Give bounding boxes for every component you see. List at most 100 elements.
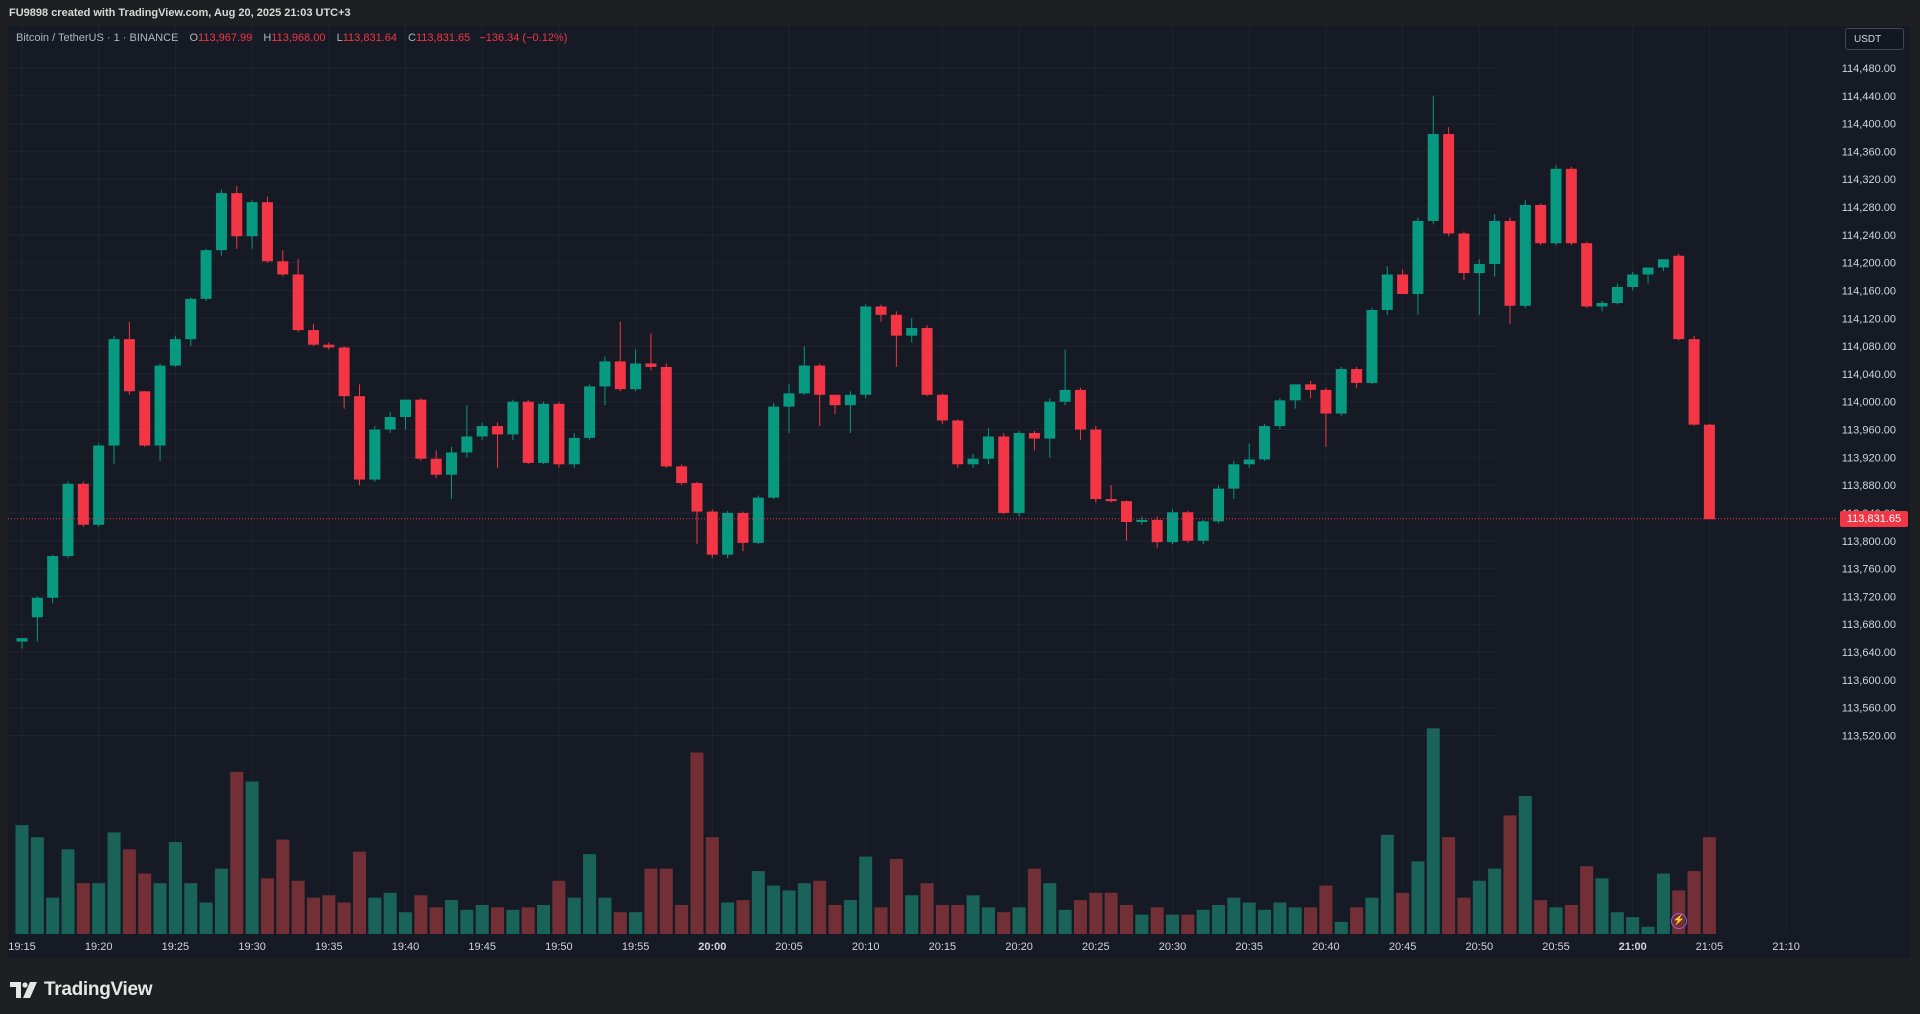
volume-bar — [260, 878, 274, 934]
volume-bar — [153, 883, 167, 934]
candle-body — [1473, 264, 1485, 274]
candle-body — [1596, 302, 1608, 307]
candle-body — [430, 458, 442, 475]
x-tick-label: 20:25 — [1082, 941, 1110, 953]
candle-body — [1182, 512, 1194, 541]
candle-body — [1090, 429, 1102, 500]
candle-body — [507, 401, 519, 435]
symbol-title[interactable]: Bitcoin / TetherUS · 1 · BINANCE — [16, 32, 179, 44]
candle-body — [599, 361, 611, 387]
candle-body — [169, 339, 181, 366]
volume-bar — [1043, 883, 1057, 934]
lightning-icon[interactable]: ⚡ — [1671, 913, 1687, 929]
x-tick-label: 19:55 — [622, 941, 650, 953]
candle-body — [1259, 426, 1271, 460]
volume-bar — [1656, 873, 1670, 934]
candle-body — [691, 483, 703, 512]
candle-body — [231, 193, 243, 237]
candle-body — [108, 339, 120, 446]
candle-body — [1059, 389, 1071, 402]
volume-bar — [537, 904, 551, 934]
x-tick-label: 21:10 — [1772, 941, 1800, 953]
volume-bar — [429, 907, 443, 934]
volume-bar — [1350, 907, 1364, 934]
candle-body — [660, 366, 672, 467]
volume-bar — [1166, 914, 1179, 934]
candle-body — [1673, 255, 1685, 340]
x-tick-label: 19:30 — [238, 941, 266, 953]
y-tick-label: 113,800.00 — [1842, 536, 1896, 548]
volume-bar — [1181, 914, 1195, 934]
candle-body — [1044, 401, 1056, 439]
volume-bar — [859, 856, 873, 934]
volume-bar — [583, 854, 597, 934]
candle-body — [415, 399, 427, 459]
candle-body — [1136, 519, 1148, 522]
candle-body — [1443, 134, 1455, 234]
volume-bar — [383, 892, 397, 934]
volume-bar — [276, 839, 290, 934]
volume-bar — [1104, 892, 1118, 934]
candle-body — [1397, 274, 1409, 294]
volume-bar — [491, 907, 505, 934]
volume-bar — [1626, 917, 1640, 934]
candle-body — [921, 328, 933, 395]
volume-bar — [1273, 902, 1287, 934]
candle-body — [614, 361, 626, 390]
candle-body — [139, 391, 151, 446]
close-value: 113,831.65 — [416, 32, 471, 44]
candle-body — [1289, 384, 1301, 401]
volume-bar — [107, 832, 121, 934]
chart-panel[interactable]: 114,480.00 114,440.00 114,400.00 114,360.00… — [8, 26, 1910, 958]
volume-bar — [352, 851, 366, 934]
x-tick-label: 19:50 — [545, 941, 573, 953]
volume-bar — [414, 895, 428, 934]
volume-bar — [613, 912, 627, 934]
volume-bar — [306, 897, 320, 934]
candle-body — [292, 274, 304, 331]
volume-bar — [598, 897, 612, 934]
currency-selector[interactable]: USDT — [1845, 28, 1904, 50]
candle-body — [1320, 389, 1332, 414]
candle-body — [62, 483, 74, 557]
volume-bar — [1150, 907, 1164, 934]
volume-bar — [567, 897, 581, 934]
x-tick-label: 19:40 — [392, 941, 420, 953]
candle-body — [185, 298, 197, 340]
y-tick-label: 113,680.00 — [1842, 619, 1896, 631]
x-tick-label: 20:15 — [929, 941, 957, 953]
candle-body — [783, 393, 795, 407]
price-chart[interactable]: 114,480.00 114,440.00 114,400.00 114,360.00… — [8, 26, 1910, 958]
x-tick-label: 19:25 — [162, 941, 190, 953]
volume-bar — [322, 895, 336, 934]
low-label: L — [336, 32, 343, 44]
candle-body — [875, 306, 887, 315]
close-label: C — [408, 32, 416, 44]
x-tick-label: 20:40 — [1312, 941, 1340, 953]
y-tick-label: 113,720.00 — [1842, 591, 1896, 603]
volume-bar — [122, 849, 136, 934]
volume-bar — [797, 883, 811, 934]
volume-bar — [1089, 892, 1103, 934]
volume-bar — [184, 883, 198, 934]
candle-body — [1120, 501, 1132, 522]
volume-bar — [337, 902, 351, 934]
tradingview-logo[interactable]: TradingView — [10, 979, 153, 1001]
y-tick-label: 113,560.00 — [1842, 703, 1896, 715]
x-tick-label: 20:30 — [1159, 941, 1187, 953]
candle-body — [829, 394, 841, 406]
volume-bar — [813, 880, 827, 934]
volume-bar — [1288, 907, 1302, 934]
candle-body — [1688, 339, 1700, 425]
volume-bar — [199, 902, 213, 934]
y-tick-label: 113,760.00 — [1842, 564, 1896, 576]
candle-body — [1013, 433, 1025, 513]
volume-bar — [1242, 902, 1256, 934]
volume-bar — [675, 904, 689, 934]
candle-body — [1611, 287, 1623, 303]
volume-bar — [368, 897, 382, 934]
candle-body — [967, 458, 979, 465]
volume-bar — [1073, 900, 1087, 934]
y-tick-label: 114,120.00 — [1842, 313, 1896, 325]
volume-bar — [245, 781, 259, 934]
